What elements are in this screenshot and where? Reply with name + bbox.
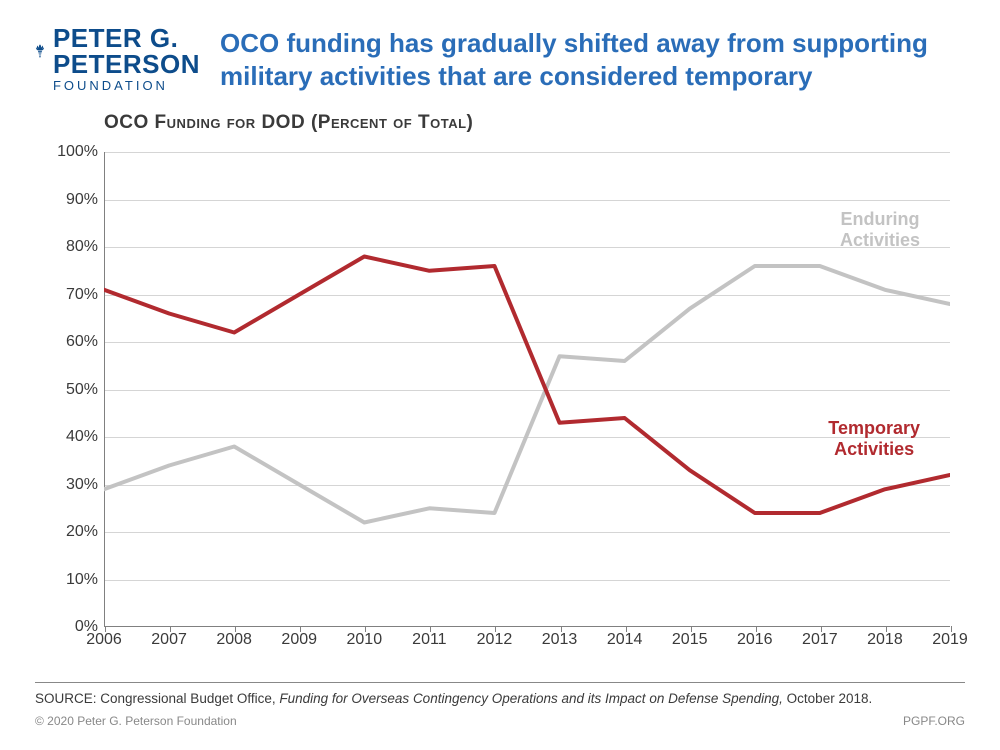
x-tick-label: 2016	[737, 631, 773, 649]
x-tick-label: 2015	[672, 631, 708, 649]
y-tick-label: 70%	[66, 286, 98, 304]
brand-foundation: FOUNDATION	[53, 79, 200, 92]
x-tick-label: 2008	[216, 631, 252, 649]
line-series-svg	[104, 152, 950, 627]
enduring-label: EnduringActivities	[840, 209, 920, 250]
y-tick-label: 90%	[66, 191, 98, 209]
y-tick-label: 10%	[66, 571, 98, 589]
y-tick-label: 60%	[66, 333, 98, 351]
x-tick-label: 2006	[86, 631, 122, 649]
footer: SOURCE: Congressional Budget Office, Fun…	[35, 682, 965, 728]
x-tick-label: 2011	[412, 631, 446, 649]
y-tick-label: 100%	[57, 143, 98, 161]
copyright: © 2020 Peter G. Peterson Foundation	[35, 714, 237, 728]
y-tick-label: 80%	[66, 238, 98, 256]
torch-icon	[35, 25, 45, 77]
chart-title: OCO funding has gradually shifted away f…	[220, 25, 965, 92]
x-tick-label: 2009	[281, 631, 317, 649]
brand-line1: PETER G.	[53, 25, 200, 51]
source-italic: Funding for Overseas Contingency Operati…	[279, 691, 783, 706]
x-tick-label: 2010	[347, 631, 383, 649]
site-link: PGPF.ORG	[903, 714, 965, 728]
y-axis: 0%10%20%30%40%50%60%70%80%90%100%	[50, 152, 104, 627]
x-tick-label: 2013	[542, 631, 578, 649]
y-tick-label: 30%	[66, 476, 98, 494]
temporary-label: TemporaryActivities	[828, 418, 920, 459]
brand-line2: PETERSON	[53, 51, 200, 77]
enduring-line	[104, 266, 950, 523]
brand-logo: PETER G. PETERSON FOUNDATION	[35, 25, 200, 92]
x-tick-label: 2018	[867, 631, 903, 649]
x-tick-label: 2014	[607, 631, 643, 649]
source-line: SOURCE: Congressional Budget Office, Fun…	[35, 691, 965, 706]
y-tick-label: 40%	[66, 428, 98, 446]
x-tick-label: 2012	[477, 631, 513, 649]
chart-subtitle: OCO Funding for DOD (Percent of Total)	[0, 112, 1000, 134]
source-prefix: SOURCE: Congressional Budget Office,	[35, 691, 279, 706]
y-tick-label: 20%	[66, 523, 98, 541]
x-tick-label: 2019	[932, 631, 968, 649]
x-tick-label: 2007	[151, 631, 187, 649]
x-tick-label: 2017	[802, 631, 838, 649]
y-tick-label: 50%	[66, 381, 98, 399]
temporary-line	[104, 257, 950, 514]
source-suffix: October 2018.	[783, 691, 872, 706]
chart-area: 0%10%20%30%40%50%60%70%80%90%100% 200620…	[50, 152, 950, 647]
